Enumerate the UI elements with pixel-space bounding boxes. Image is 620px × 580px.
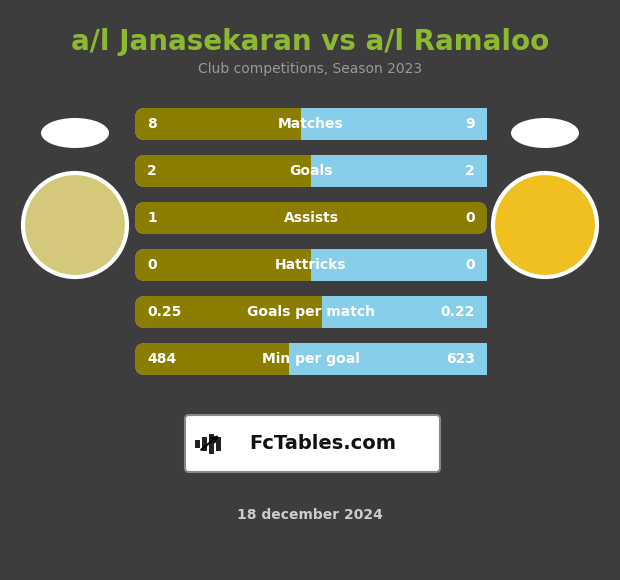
Bar [301, 108, 487, 140]
Text: 0.22: 0.22 [441, 305, 475, 319]
Text: 18 december 2024: 18 december 2024 [237, 508, 383, 522]
Text: Hattricks: Hattricks [275, 258, 347, 272]
Text: 0: 0 [466, 211, 475, 225]
Text: 9: 9 [466, 117, 475, 131]
Text: Goals: Goals [290, 164, 333, 178]
Bar [289, 343, 487, 375]
Bar [202, 437, 207, 451]
FancyBboxPatch shape [135, 108, 487, 140]
FancyBboxPatch shape [135, 202, 487, 234]
Bar [195, 440, 200, 448]
Ellipse shape [41, 118, 109, 148]
Text: Assists: Assists [283, 211, 339, 225]
Text: Min per goal: Min per goal [262, 352, 360, 366]
Bar [209, 433, 214, 454]
Text: 0.25: 0.25 [147, 305, 182, 319]
FancyBboxPatch shape [471, 249, 487, 281]
FancyBboxPatch shape [135, 108, 487, 140]
Text: 2: 2 [465, 164, 475, 178]
FancyBboxPatch shape [135, 296, 487, 328]
Bar [311, 249, 487, 281]
Text: Matches: Matches [278, 117, 344, 131]
FancyBboxPatch shape [135, 343, 487, 375]
Text: FcTables.com: FcTables.com [249, 434, 396, 453]
Text: a/l Janasekaran vs a/l Ramaloo: a/l Janasekaran vs a/l Ramaloo [71, 28, 549, 56]
FancyBboxPatch shape [471, 296, 487, 328]
Text: 0: 0 [466, 258, 475, 272]
FancyBboxPatch shape [135, 249, 487, 281]
Text: 8: 8 [147, 117, 157, 131]
Text: 484: 484 [147, 352, 176, 366]
Ellipse shape [511, 118, 579, 148]
FancyBboxPatch shape [471, 108, 487, 140]
FancyBboxPatch shape [135, 249, 487, 281]
FancyBboxPatch shape [471, 155, 487, 187]
Bar [216, 437, 221, 451]
Bar [322, 296, 487, 328]
FancyBboxPatch shape [135, 155, 487, 187]
Text: Goals per match: Goals per match [247, 305, 375, 319]
Circle shape [23, 173, 127, 277]
FancyBboxPatch shape [471, 343, 487, 375]
FancyBboxPatch shape [135, 296, 487, 328]
Bar [311, 155, 487, 187]
Text: Club competitions, Season 2023: Club competitions, Season 2023 [198, 62, 422, 76]
Text: 0: 0 [147, 258, 157, 272]
FancyBboxPatch shape [135, 202, 487, 234]
Circle shape [493, 173, 597, 277]
Text: 623: 623 [446, 352, 475, 366]
Text: 1: 1 [147, 211, 157, 225]
FancyBboxPatch shape [185, 415, 440, 472]
FancyBboxPatch shape [135, 155, 487, 187]
Text: 2: 2 [147, 164, 157, 178]
FancyBboxPatch shape [135, 343, 487, 375]
